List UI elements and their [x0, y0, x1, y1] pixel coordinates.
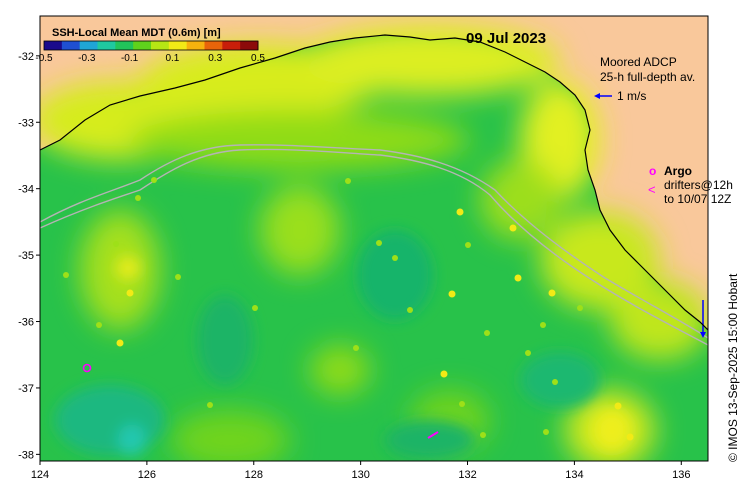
drifter-label-line1: drifters@12h: [664, 178, 733, 192]
x-tick-label: 128: [245, 469, 263, 481]
x-tick-label: 132: [458, 469, 476, 481]
colorbar-cell: [240, 41, 259, 50]
plot-frame: [39, 15, 709, 462]
colorbar-cell: [204, 41, 223, 50]
adcp-title: Moored ADCP: [600, 55, 677, 69]
adcp-current-arrow-head: [700, 332, 706, 338]
colorbar-cell: [133, 41, 152, 50]
y-tick-label: -38: [18, 449, 34, 461]
ssh-blob: [385, 420, 475, 460]
x-tick-label: 130: [351, 469, 369, 481]
ssh-blob: [480, 160, 560, 240]
colorbar-tick-label: -0.1: [121, 53, 139, 64]
y-tick-label: -32: [18, 51, 34, 63]
ssh-blob: [197, 295, 253, 385]
bathymetry-contours: [40, 144, 708, 346]
colorbar: SSH-Local Mean MDT (0.6m) [m] -0.5 -0.3 -0…: [35, 27, 265, 64]
y-tick-label: -33: [18, 117, 34, 129]
colorbar-cell: [186, 41, 205, 50]
colorbar-cell: [79, 41, 98, 50]
argo-label: Argo: [664, 164, 692, 178]
ssh-blob: [610, 280, 708, 360]
colorbar-cell: [168, 41, 188, 50]
colorbar-tick-label: -0.5: [35, 53, 53, 64]
colorbar-title: SSH-Local Mean MDT (0.6m) [m]: [52, 27, 221, 39]
ssh-blob: [170, 410, 290, 461]
colorbar-cell: [222, 41, 241, 50]
x-tick-label: 136: [672, 469, 690, 481]
ssh-blob: [520, 352, 600, 408]
colorbar-tick-label: 0.3: [208, 53, 222, 64]
ssh-blob: [130, 110, 470, 170]
colorbar-cell: [97, 41, 116, 50]
y-axis: -32 -33 -34 -35 -36 -37 -38: [18, 51, 40, 461]
ssh-blob: [300, 24, 560, 96]
date-label: 09 Jul 2023: [466, 30, 546, 47]
x-tick-label: 126: [138, 469, 156, 481]
y-tick-label: -34: [18, 184, 34, 196]
adcp-subtitle: 25-h full-depth av.: [600, 70, 695, 84]
credit-text: © IMOS 13-Sep-2025 15:00 Hobart: [726, 273, 740, 462]
drifter-symbol: <: [648, 182, 656, 197]
ssh-blob: [310, 345, 370, 395]
ssh-blob: [55, 385, 165, 455]
x-axis: 124 126 128 130 132 134 136: [31, 461, 690, 481]
drifter-label-line2: to 10/07 12Z: [664, 192, 731, 206]
colorbar-cell: [115, 41, 134, 50]
float-markers: [63, 177, 634, 441]
argo-float-marker: [82, 363, 92, 373]
y-tick-label: -36: [18, 317, 34, 329]
colorbar-tick-label: 0.1: [165, 53, 179, 64]
adcp-scale-arrow-icon: [594, 93, 612, 99]
ssh-blob: [118, 424, 146, 456]
colorbar-cell: [44, 41, 63, 50]
argo-symbol: o: [649, 164, 656, 178]
ssh-blob: [116, 256, 140, 280]
colorbar-cell: [151, 41, 170, 50]
colorbar-tick-label: -0.3: [78, 53, 96, 64]
ssh-blob: [594, 410, 630, 450]
drifter-trail: [427, 431, 439, 439]
adcp-scale-label: 1 m/s: [617, 89, 646, 103]
colorbar-cell: [61, 41, 81, 50]
colorbar-tick-label: 0.5: [251, 53, 265, 64]
x-tick-label: 134: [565, 469, 583, 481]
ssh-blob: [540, 210, 660, 310]
x-tick-label: 124: [31, 469, 49, 481]
y-tick-label: -37: [18, 383, 34, 395]
coastline: [40, 34, 708, 331]
ssh-blob: [357, 230, 433, 320]
y-tick-label: -35: [18, 250, 34, 262]
ssh-blob: [260, 185, 340, 275]
